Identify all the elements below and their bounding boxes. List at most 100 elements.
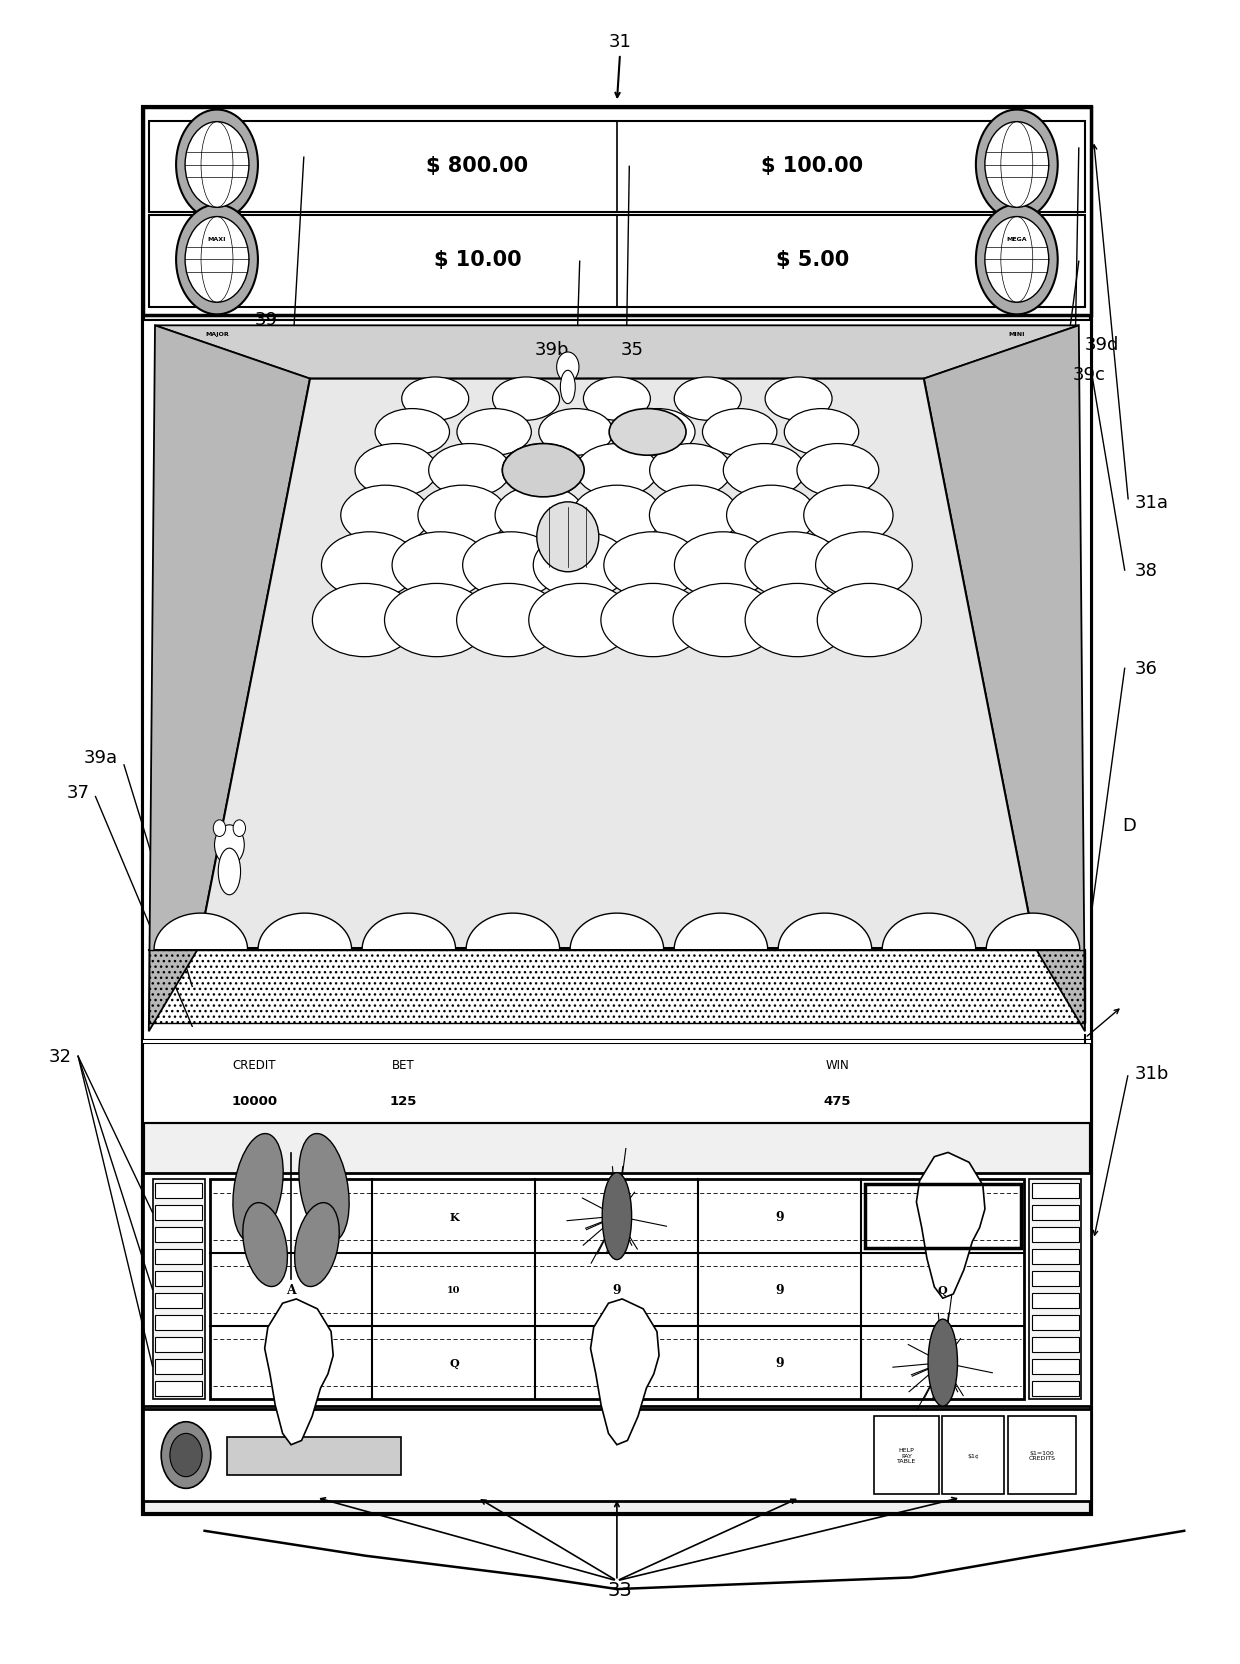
Bar (143, 321, 1091, 1040)
Text: D: D (1122, 817, 1136, 834)
Circle shape (985, 123, 1049, 208)
Bar (143, 1043, 1091, 1123)
Circle shape (185, 123, 249, 208)
Ellipse shape (538, 409, 614, 456)
Bar (1032, 1336, 1079, 1353)
Polygon shape (154, 914, 248, 950)
Text: 38: 38 (1135, 562, 1157, 579)
Text: $1¢: $1¢ (967, 1453, 980, 1458)
Bar (1032, 1271, 1079, 1286)
Text: 9: 9 (175, 1251, 182, 1261)
Ellipse shape (429, 444, 511, 498)
Text: 20: 20 (172, 1208, 185, 1218)
Ellipse shape (675, 378, 742, 421)
Ellipse shape (784, 409, 858, 456)
Bar (143, 1173, 1091, 1406)
Polygon shape (916, 1153, 985, 1298)
Text: Q: Q (937, 1285, 947, 1295)
Text: 14: 14 (1049, 1230, 1061, 1240)
Bar (149, 216, 1085, 308)
Ellipse shape (560, 371, 575, 404)
Text: MAJOR: MAJOR (205, 331, 229, 336)
Text: 35: 35 (621, 341, 644, 358)
Ellipse shape (928, 1320, 957, 1406)
Text: 16: 16 (1049, 1251, 1061, 1261)
Text: 8: 8 (175, 1361, 182, 1371)
Polygon shape (362, 914, 455, 950)
Circle shape (233, 820, 246, 837)
Text: 9: 9 (775, 1356, 784, 1369)
Text: 39a: 39a (83, 749, 118, 765)
Text: 1: 1 (175, 1296, 182, 1305)
Bar (1008, 1416, 1076, 1494)
Ellipse shape (355, 444, 436, 498)
Ellipse shape (384, 584, 489, 657)
Ellipse shape (604, 532, 701, 599)
Text: 33: 33 (608, 1579, 632, 1599)
Ellipse shape (502, 444, 584, 498)
Text: 9: 9 (775, 1210, 784, 1223)
Bar (143, 1123, 1091, 1173)
Text: 31b: 31b (1135, 1065, 1169, 1082)
Text: 39d: 39d (1085, 336, 1120, 353)
Circle shape (557, 353, 579, 383)
Polygon shape (466, 914, 559, 950)
Bar (149, 950, 1085, 1023)
Text: MINI: MINI (1008, 331, 1025, 336)
Bar (155, 1315, 202, 1330)
Text: 9: 9 (613, 1283, 621, 1296)
Bar (1032, 1293, 1079, 1308)
Text: HELP
PAY
TABLE: HELP PAY TABLE (897, 1448, 916, 1463)
Text: A: A (286, 1283, 296, 1296)
Bar (143, 108, 1091, 1514)
Text: 4: 4 (175, 1318, 182, 1328)
Bar (155, 1359, 202, 1374)
Bar (1032, 1183, 1079, 1198)
Ellipse shape (650, 486, 739, 546)
Ellipse shape (650, 444, 732, 498)
Bar (155, 1205, 202, 1220)
Ellipse shape (609, 409, 686, 456)
Ellipse shape (804, 486, 893, 546)
Text: $ 10.00: $ 10.00 (434, 250, 521, 270)
Ellipse shape (603, 1173, 631, 1260)
Ellipse shape (341, 486, 430, 546)
Polygon shape (882, 914, 976, 950)
Text: Q: Q (449, 1358, 459, 1368)
Bar (153, 1180, 205, 1399)
Text: $1=100
CREDITS: $1=100 CREDITS (1029, 1449, 1055, 1461)
Text: 475: 475 (823, 1095, 851, 1107)
Circle shape (185, 218, 249, 303)
Ellipse shape (816, 532, 913, 599)
Bar (155, 1381, 202, 1396)
Text: 10: 10 (1049, 1296, 1061, 1305)
Bar (155, 1336, 202, 1353)
Ellipse shape (817, 584, 921, 657)
Bar (1032, 1226, 1079, 1243)
Bar (1032, 1381, 1079, 1396)
Ellipse shape (492, 378, 559, 421)
Circle shape (161, 1421, 211, 1488)
Bar (143, 108, 1091, 316)
Circle shape (985, 218, 1049, 303)
Ellipse shape (295, 1203, 340, 1286)
Circle shape (976, 205, 1058, 314)
Bar (143, 1409, 1091, 1501)
Text: 3: 3 (175, 1340, 182, 1350)
Text: 31a: 31a (1135, 494, 1168, 511)
Bar (1032, 1315, 1079, 1330)
Ellipse shape (233, 1133, 283, 1241)
Ellipse shape (533, 532, 630, 599)
Text: MEGA: MEGA (1007, 236, 1027, 241)
Polygon shape (590, 1300, 660, 1444)
Text: 12: 12 (1049, 1186, 1061, 1195)
Bar (942, 1416, 1004, 1494)
Polygon shape (570, 914, 663, 950)
Bar (155, 1271, 202, 1286)
Bar (149, 121, 1085, 213)
Bar (155, 1293, 202, 1308)
Text: 15: 15 (1049, 1340, 1061, 1350)
Text: 19: 19 (1049, 1361, 1061, 1371)
Ellipse shape (243, 1203, 288, 1286)
Text: MAXI: MAXI (208, 236, 226, 241)
